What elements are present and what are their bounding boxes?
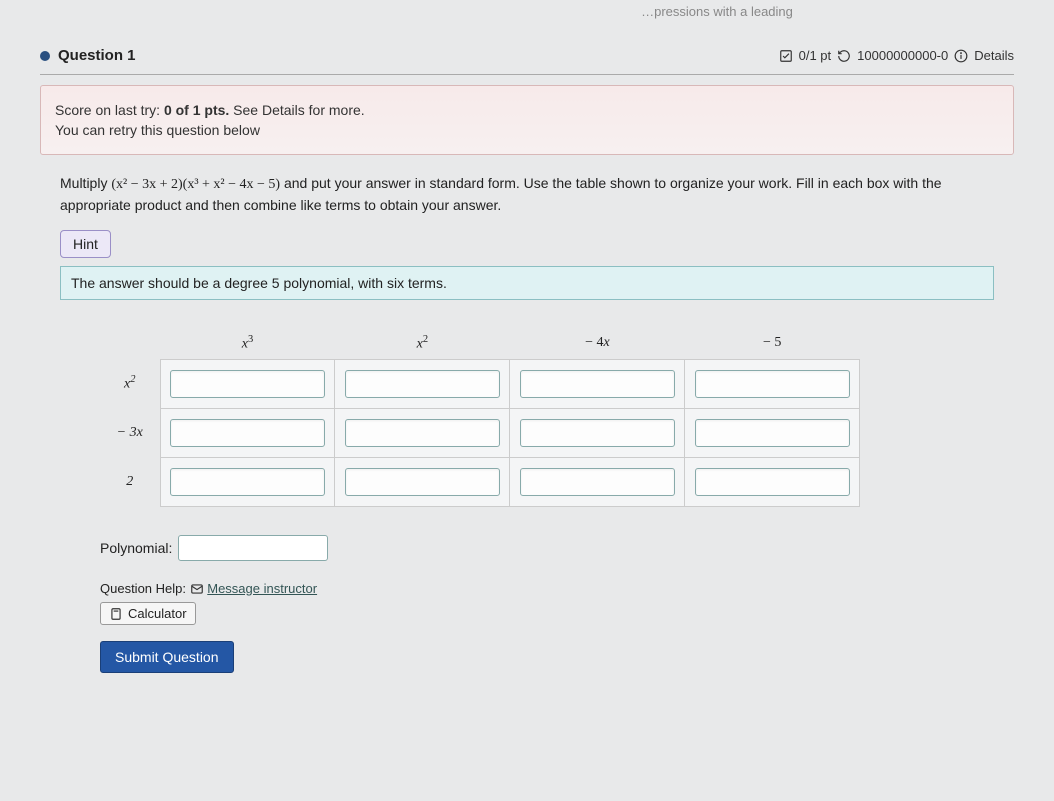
prompt-lead: Multiply	[60, 175, 111, 191]
cell-0-0[interactable]	[170, 370, 325, 398]
col-head-2: − 4x	[510, 324, 685, 359]
multiplication-table: x3 x2 − 4x − 5 x2 − 3x 2	[100, 324, 954, 507]
retry-icon	[837, 49, 851, 63]
mail-icon	[190, 582, 204, 596]
row-head-0: x2	[100, 359, 160, 408]
question-bullet-icon	[40, 51, 50, 61]
cell-1-2[interactable]	[520, 419, 676, 447]
help-label: Question Help:	[100, 581, 186, 596]
cell-1-3[interactable]	[695, 419, 850, 447]
cell-2-2[interactable]	[520, 468, 676, 496]
score-value: 0 of 1 pts.	[164, 102, 229, 118]
cell-2-3[interactable]	[695, 468, 850, 496]
question-header: Question 1 0/1 pt 10000000000-0 Details	[40, 39, 1014, 75]
calculator-icon	[109, 607, 123, 621]
prompt-expression: (x² − 3x + 2)(x³ + x² − 4x − 5)	[111, 177, 280, 192]
hint-button[interactable]: Hint	[60, 230, 111, 258]
score-box: Score on last try: 0 of 1 pts. See Detai…	[40, 85, 1014, 155]
row-head-2: 2	[100, 457, 160, 506]
cell-2-0[interactable]	[170, 468, 325, 496]
cell-1-1[interactable]	[345, 419, 500, 447]
cell-0-1[interactable]	[345, 370, 500, 398]
retry-instruction: You can retry this question below	[55, 122, 999, 138]
cell-0-3[interactable]	[695, 370, 850, 398]
info-icon	[954, 49, 968, 63]
calculator-button[interactable]: Calculator	[100, 602, 196, 625]
cell-1-0[interactable]	[170, 419, 325, 447]
score-prefix: Score on last try:	[55, 102, 164, 118]
question-prompt: Multiply (x² − 3x + 2)(x³ + x² − 4x − 5)…	[60, 173, 994, 216]
col-head-1: x2	[335, 324, 510, 359]
cell-0-2[interactable]	[520, 370, 676, 398]
polynomial-label: Polynomial:	[100, 540, 172, 556]
details-link[interactable]: Details	[974, 48, 1014, 63]
points-text: 0/1 pt	[799, 48, 832, 63]
truncated-header-text: …pressions with a leading	[420, 0, 1014, 39]
retry-count: 10000000000-0	[857, 48, 948, 63]
score-suffix: See Details for more.	[229, 102, 364, 118]
col-head-0: x3	[160, 324, 335, 359]
question-number: Question 1	[58, 47, 136, 64]
submit-question-button[interactable]: Submit Question	[100, 641, 234, 673]
calculator-label: Calculator	[128, 606, 187, 621]
col-head-3: − 5	[685, 324, 860, 359]
message-instructor-link[interactable]: Message instructor	[207, 581, 317, 596]
cell-2-1[interactable]	[345, 468, 500, 496]
row-head-1: − 3x	[100, 408, 160, 457]
polynomial-input[interactable]	[178, 535, 328, 561]
hint-text-bar: The answer should be a degree 5 polynomi…	[60, 266, 994, 300]
checkbox-icon	[779, 49, 793, 63]
